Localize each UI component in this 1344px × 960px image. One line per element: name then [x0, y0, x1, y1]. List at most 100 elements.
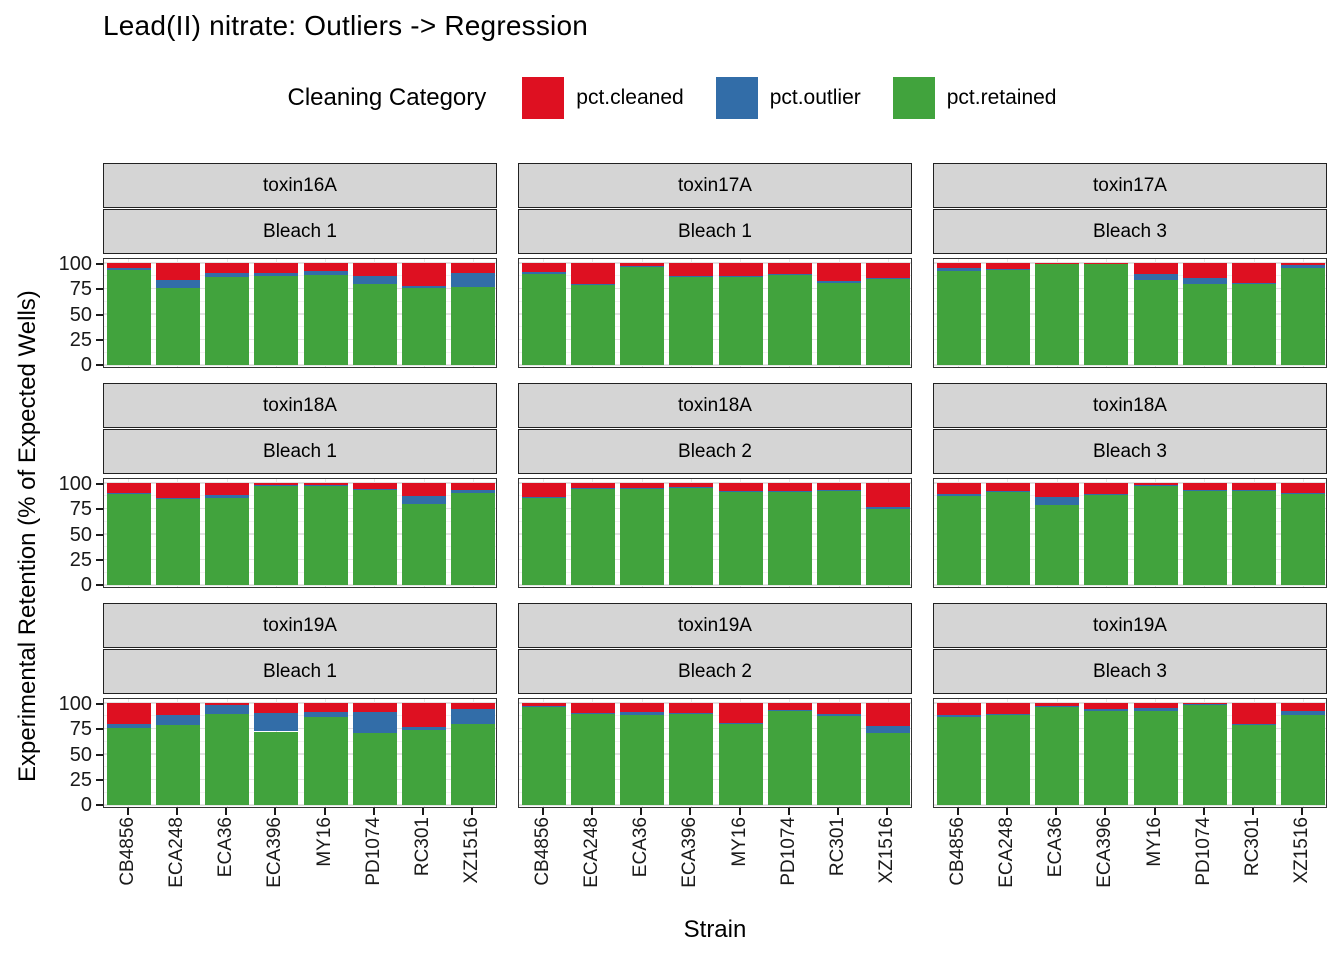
y-tick-mark [96, 313, 103, 316]
minor-gridline [104, 740, 496, 742]
x-tick-label-ECA36: ECA36 [1045, 817, 1067, 878]
bar-segment-outlier [985, 491, 1030, 493]
bar-segment-cleaned [1133, 703, 1178, 709]
bar-segment-cleaned [352, 263, 397, 277]
y-tick-label: 25 [69, 548, 92, 571]
minor-gridline [519, 546, 911, 548]
bar-segment-cleaned [521, 703, 566, 707]
bar-segment-outlier [106, 724, 151, 729]
bar-segment-retained [620, 267, 665, 365]
bar-segment-cleaned [1084, 703, 1129, 710]
y-tick-mark [96, 558, 103, 561]
bar-segment-cleaned [402, 703, 447, 728]
facet-strip-toxin: toxin18A [518, 383, 912, 428]
major-gridline [519, 507, 911, 510]
bar-segment-retained [866, 732, 911, 805]
facet-strip-bleach: Bleach 2 [518, 649, 912, 694]
legend-item-cleaned: pct.cleaned [522, 77, 684, 119]
bar-segment-retained [570, 489, 615, 585]
bar-segment-retained [669, 488, 714, 585]
x-tick-mark [689, 808, 692, 815]
bar-segment-cleaned [1232, 703, 1277, 725]
minor-gridline [519, 300, 911, 302]
bar-segment-retained [767, 275, 812, 365]
y-tick-mark [96, 482, 103, 485]
bar-segment-cleaned [718, 483, 763, 492]
bar-segment-outlier [620, 488, 665, 490]
bar-segment-cleaned [1182, 703, 1227, 705]
bar-segment-outlier [1281, 711, 1326, 716]
y-tick-mark [96, 533, 103, 536]
bar-segment-outlier [106, 268, 151, 271]
bar-segment-outlier [1232, 724, 1277, 726]
bar-segment-retained [1133, 280, 1178, 365]
bar-segment-retained [718, 492, 763, 585]
bar-segment-retained [451, 724, 496, 805]
facet-panel [103, 258, 497, 368]
minor-gridline [934, 740, 1326, 742]
facet-strip-toxin: toxin19A [933, 603, 1327, 648]
bar-segment-outlier [205, 273, 250, 278]
major-gridline [519, 364, 911, 366]
bar-segment-cleaned [620, 483, 665, 489]
x-tick-label-CB4856: CB4856 [116, 817, 138, 886]
bar-segment-retained [205, 498, 250, 585]
bar-segment-outlier [1133, 485, 1178, 487]
x-tick-mark [1153, 808, 1156, 815]
minor-gridline [519, 740, 911, 742]
bar-segment-cleaned [866, 703, 911, 727]
bar-segment-retained [1133, 711, 1178, 805]
bar-segment-retained [1035, 707, 1080, 805]
bar-segment-cleaned [620, 703, 665, 713]
bar-segment-retained [718, 724, 763, 805]
facet-strip-bleach: Bleach 1 [103, 429, 497, 474]
minor-gridline [519, 571, 911, 573]
bar-segment-outlier [451, 709, 496, 725]
facet-strip-toxin: toxin17A [933, 163, 1327, 208]
minor-gridline [104, 351, 496, 353]
bar-segment-cleaned [352, 703, 397, 713]
bar-segment-outlier [402, 286, 447, 289]
bar-segment-retained [1281, 494, 1326, 585]
facet-strip-toxin: toxin19A [518, 603, 912, 648]
bar-segment-retained [866, 279, 911, 365]
bar-segment-outlier [352, 276, 397, 285]
x-tick-mark [1005, 808, 1008, 815]
bar-segment-cleaned [767, 483, 812, 492]
bar-segment-cleaned [1035, 483, 1080, 498]
bar-segment-outlier [254, 273, 299, 277]
bar-segment-cleaned [106, 483, 151, 494]
bar-segment-retained [985, 492, 1030, 585]
major-gridline [519, 313, 911, 315]
minor-gridline [934, 571, 1326, 573]
bar-segment-outlier [1133, 708, 1178, 712]
bar-segment-outlier [1281, 493, 1326, 495]
major-gridline [519, 482, 911, 484]
bar-segment-outlier [402, 496, 447, 505]
bar-segment-outlier [570, 488, 615, 490]
bar-segment-outlier [521, 497, 566, 499]
bar-segment-retained [352, 732, 397, 805]
x-tick-label-ECA396: ECA396 [264, 817, 286, 888]
bar-segment-retained [254, 276, 299, 365]
bar-segment-cleaned [106, 703, 151, 725]
bar-segment-outlier [718, 723, 763, 725]
x-tick-label-PD1074: PD1074 [362, 817, 384, 886]
bar-segment-retained [817, 716, 862, 805]
bar-segment-outlier [205, 705, 250, 715]
minor-gridline [519, 715, 911, 717]
bar-segment-outlier [303, 485, 348, 487]
bar-segment-outlier [817, 281, 862, 284]
bar-segment-outlier [866, 507, 911, 510]
minor-gridline [934, 275, 1326, 277]
x-tick-mark [541, 808, 544, 815]
major-gridline [104, 262, 496, 264]
bar-segment-cleaned [985, 703, 1030, 715]
bar-segment-cleaned [866, 263, 911, 279]
x-tick-mark [1252, 808, 1255, 815]
major-gridline [519, 287, 911, 290]
bar-segment-retained [620, 489, 665, 585]
x-tick-mark [640, 808, 643, 815]
bar-segment-cleaned [570, 703, 615, 714]
facet-panel [933, 698, 1327, 808]
